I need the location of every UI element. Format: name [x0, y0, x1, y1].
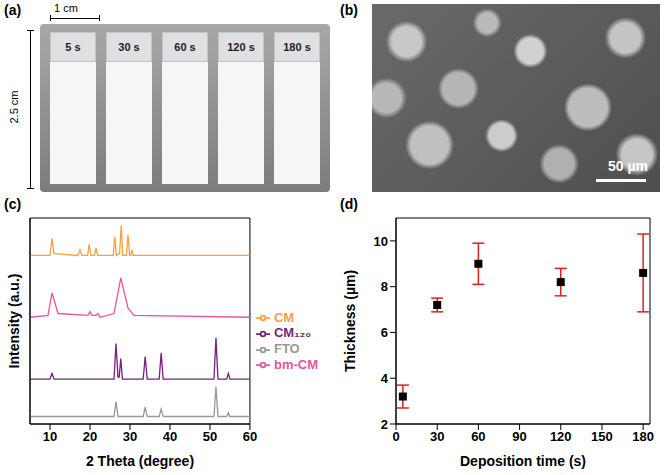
- svg-text:60: 60: [243, 429, 257, 444]
- svg-text:50: 50: [203, 429, 217, 444]
- svg-text:20: 20: [83, 429, 97, 444]
- svg-text:4: 4: [381, 371, 389, 386]
- html-text:(d): (d): [340, 196, 358, 212]
- svg-text:150: 150: [591, 429, 613, 444]
- html-text:5 s: 5 s: [65, 41, 81, 53]
- svg-text:2: 2: [381, 417, 388, 432]
- html-text:CM₁₂₀: CM₁₂₀: [274, 325, 312, 341]
- svg-text:Thickness (µm): Thickness (µm): [342, 270, 358, 372]
- html-text:(a): (a): [4, 2, 22, 18]
- html-text:CM: CM: [274, 309, 295, 325]
- svg-text:120: 120: [550, 429, 572, 444]
- html-text:FTO: FTO: [274, 341, 300, 356]
- html-text:(c): (c): [4, 196, 22, 212]
- html-text:30 s: 30 s: [118, 41, 140, 53]
- html-text:bm-CM: bm-CM: [274, 356, 318, 372]
- svg-text:0: 0: [392, 429, 399, 444]
- html-text:60 s: 60 s: [174, 41, 196, 53]
- html-text:180 s: 180 s: [283, 41, 311, 53]
- html-text:120 s: 120 s: [227, 41, 255, 53]
- svg-text:10: 10: [43, 429, 57, 444]
- svg-text:30: 30: [123, 429, 137, 444]
- html-text:(b): (b): [340, 2, 358, 18]
- svg-text:2 Theta (degree): 2 Theta (degree): [86, 453, 194, 469]
- svg-text:30: 30: [430, 429, 444, 444]
- svg-text:60: 60: [471, 429, 485, 444]
- html-text:50 µm: 50 µm: [608, 158, 648, 174]
- svg-text:90: 90: [512, 429, 526, 444]
- svg-text:10: 10: [374, 234, 388, 249]
- svg-text:180: 180: [632, 429, 654, 444]
- svg-text:6: 6: [381, 325, 388, 340]
- svg-text:8: 8: [381, 279, 388, 294]
- html-text:1 cm: 1 cm: [54, 2, 78, 14]
- svg-text:Deposition time (s): Deposition time (s): [460, 453, 586, 469]
- svg-text:40: 40: [163, 429, 177, 444]
- html-text:2.5 cm: 2.5 cm: [8, 90, 20, 124]
- svg-text:Intensity (a.u.): Intensity (a.u.): [6, 274, 22, 369]
